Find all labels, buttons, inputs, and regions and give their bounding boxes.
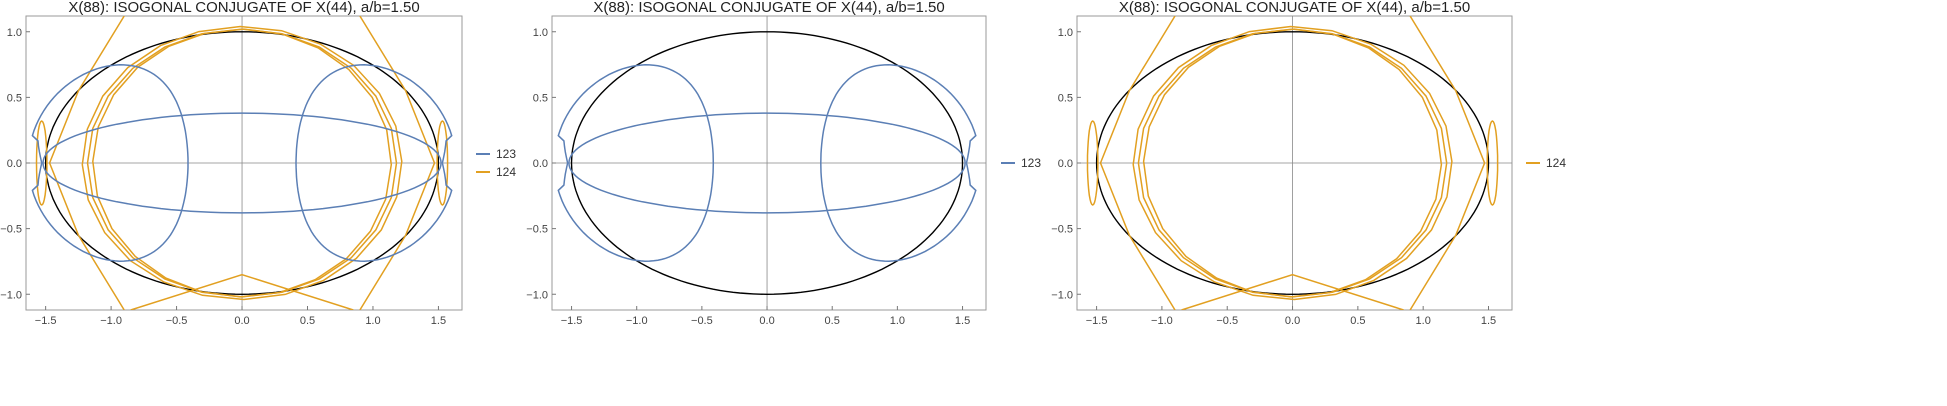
x-tick-label: 0.5 [300,315,315,327]
x-tick-label: 0.5 [1350,315,1365,327]
x-tick-label: −1.5 [1086,315,1108,327]
x-tick-label: −1.5 [35,315,57,327]
legend-label-123: 123 [496,147,516,161]
series-123-curve [42,112,442,214]
y-tick-label: 1.0 [7,27,22,39]
y-tick-label: −0.5 [1051,224,1073,236]
x-tick-label: 1.5 [955,315,970,327]
y-tick-label: 0.0 [533,158,548,170]
y-tick-label: 1.0 [533,27,548,39]
legend-label-124: 124 [496,165,516,179]
series-123-curve [557,64,715,262]
y-tick-label: 0.5 [1058,92,1073,104]
x-tick-label: 0.0 [759,315,774,327]
x-tick-label: 1.5 [1481,315,1496,327]
series-124-curve [48,16,125,310]
x-tick-label: −0.5 [166,315,188,327]
reference-ellipse [1095,31,1490,296]
series-124-curve [1086,120,1099,206]
series-123-curve [820,64,977,262]
series-124-curve [1181,273,1404,310]
x-tick-label: 0.5 [825,315,840,327]
plot-area [557,31,977,296]
y-tick-label: 0.5 [533,92,548,104]
chart-title: X(88): ISOGONAL CONJUGATE OF X(44), a/b=… [593,0,944,16]
plot-area [31,16,453,310]
y-tick-label: −1.0 [526,289,548,301]
series-123-curve [295,64,453,262]
series-124-curve [359,16,436,310]
series-123-curve [568,112,966,214]
x-tick-label: −1.0 [1151,315,1173,327]
chart-panel-3: −1.5 −1.0 −0.5 0.0 0.5 1.0 1.5 1.0 0.5 0.0 −0.5 −1.… [1051,0,1566,327]
chart-title: X(88): ISOGONAL CONJUGATE OF X(44), a/b=… [1119,0,1470,16]
series-124-curve [1142,28,1443,298]
x-tick-label: −0.5 [1216,315,1238,327]
x-tick-label: 0.0 [234,315,249,327]
series-124-curve [130,273,354,310]
series-124-curve [1099,16,1176,310]
series-124-curve [1132,25,1453,301]
series-124-curve [1486,120,1499,206]
x-tick-label: 1.0 [1416,315,1431,327]
x-tick-label: 0.0 [1285,315,1300,327]
y-tick-label: 0.5 [7,92,22,104]
plot-area [1086,16,1499,310]
legend-label-124: 124 [1546,156,1566,170]
series-124-curve [1137,28,1448,298]
x-tick-label: −1.0 [100,315,122,327]
y-tick-label: 1.0 [1058,27,1073,39]
x-tick-label: 1.5 [431,315,446,327]
y-tick-label: −0.5 [0,224,22,236]
chart-title: X(88): ISOGONAL CONJUGATE OF X(44), a/b=… [68,0,419,16]
x-tick-label: −0.5 [691,315,713,327]
x-tick-label: −1.5 [561,315,583,327]
legend-label-123: 123 [1021,156,1041,170]
x-tick-label: 1.0 [890,315,905,327]
series-124-curve [436,120,449,206]
x-tick-label: 1.0 [365,315,380,327]
y-tick-label: 0.0 [7,158,22,170]
chart-panel-1: −1.5 −1.0 −0.5 0.0 0.5 1.0 1.5 1.0 0.5 0.0 −0.5 −1.… [0,0,516,327]
series-124-curve [1409,16,1486,310]
y-tick-label: −0.5 [526,224,548,236]
reference-ellipse [570,31,964,296]
y-tick-label: −1.0 [0,289,22,301]
x-tick-label: −1.0 [626,315,648,327]
series-123-curve [31,64,189,262]
y-tick-label: 0.0 [1058,158,1073,170]
reference-ellipse [44,31,440,296]
y-tick-label: −1.0 [1051,289,1073,301]
series-124-curve [86,28,398,298]
series-124-curve [35,120,48,206]
chart-panel-2: −1.5 −1.0 −0.5 0.0 0.5 1.0 1.5 1.0 0.5 0.0 −0.5 −1.… [526,0,1041,327]
